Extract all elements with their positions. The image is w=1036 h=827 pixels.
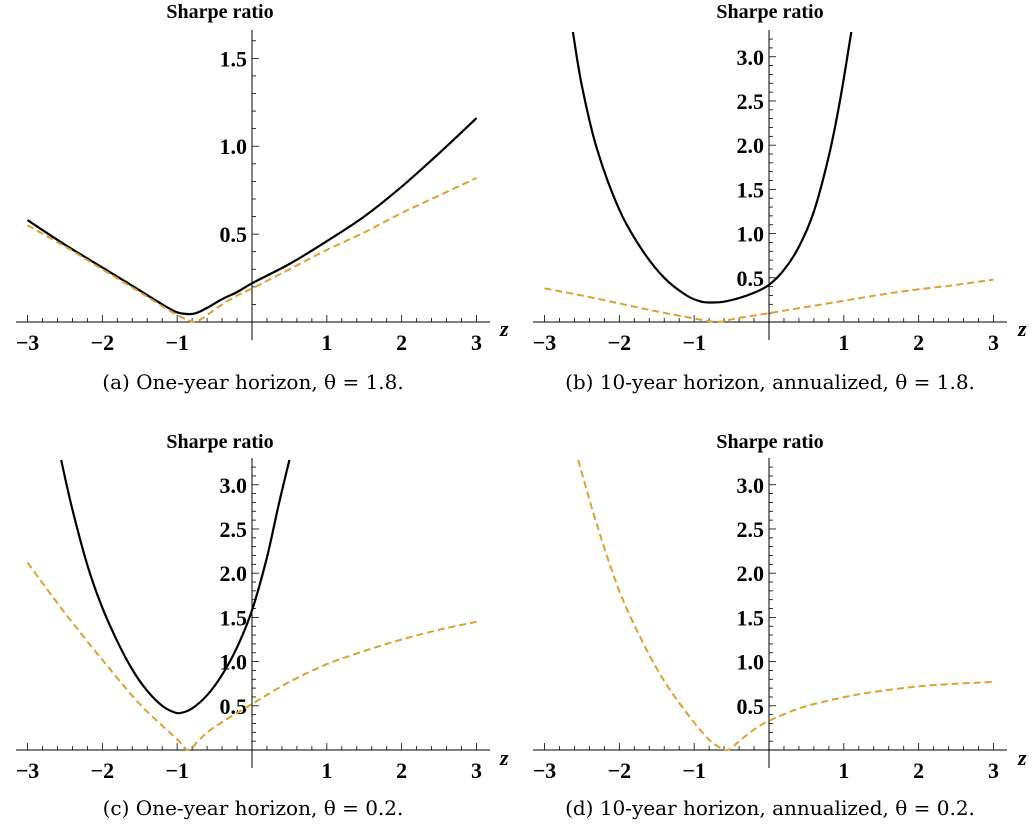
panel-a-x-tick-label: −2 <box>91 330 115 355</box>
panel-d-title: Sharpe ratio <box>716 431 823 453</box>
panel-a-series-dashed-line <box>27 176 477 324</box>
panel-b-x-tick-label: 2 <box>913 330 924 355</box>
panel-d-caption: (d) 10-year horizon, annualized, θ = 0.2… <box>565 796 975 820</box>
panel-d-y-tick-label: 0.5 <box>737 694 765 719</box>
panel-c-y-tick-label: 2.0 <box>220 561 248 586</box>
panel-c-x-axis-name: z <box>499 745 509 770</box>
panel-a-x-axis-name: z <box>499 316 509 341</box>
panel-a-series-solid-line <box>26 117 478 316</box>
panel-c-series-dashed-line <box>26 562 477 752</box>
panel-c-y-tick-label: 1.5 <box>220 605 248 630</box>
panel-d-series-dashed-line <box>577 459 994 752</box>
panel-d-x-tick-label: −2 <box>608 758 632 783</box>
panel-a-y-tick-label: 1.5 <box>220 46 248 71</box>
panel-b: Sharpe ratio z (b) 10-year horizon, annu… <box>533 1 1027 394</box>
panel-c-x-tick-label: 2 <box>396 758 407 783</box>
panel-b-caption: (b) 10-year horizon, annualized, θ = 1.8… <box>565 370 975 394</box>
panel-b-x-tick-label: −3 <box>533 330 557 355</box>
panel-d-x-tick-label: 3 <box>988 758 999 783</box>
panel-a: Sharpe ratio z (a) One-year horizon, θ =… <box>16 1 509 394</box>
panel-b-x-tick-label: −2 <box>608 330 632 355</box>
panel-b-y-tick-label: 1.5 <box>737 177 765 202</box>
panel-d-y-tick-label: 1.5 <box>737 605 765 630</box>
panel-c-title: Sharpe ratio <box>166 431 273 453</box>
panel-b-y-tick-label: 1.0 <box>737 222 765 247</box>
panel-d-x-axis-name: z <box>1017 745 1027 770</box>
panel-d-x-tick-label: 2 <box>913 758 924 783</box>
panel-a-x-tick-label: 3 <box>471 330 482 355</box>
panel-a-y-tick-label: 1.0 <box>220 134 248 159</box>
panel-d-x-tick-label: −3 <box>533 758 557 783</box>
panel-b-y-tick-label: 2.0 <box>737 133 765 158</box>
panel-b-series-solid-line <box>571 31 853 304</box>
panel-b-x-tick-label: 1 <box>838 330 849 355</box>
panel-d: Sharpe ratio z (d) 10-year horizon, annu… <box>533 431 1027 820</box>
panel-a-x-tick-label: −1 <box>165 330 189 355</box>
panel-a-caption: (a) One-year horizon, θ = 1.8. <box>102 370 403 394</box>
panel-b-title: Sharpe ratio <box>716 1 823 23</box>
panel-b-y-tick-label: 2.5 <box>737 89 765 114</box>
panel-b-y-tick-label: 3.0 <box>737 45 765 70</box>
panel-c-caption: (c) One-year horizon, θ = 0.2. <box>103 796 404 820</box>
panel-c-y-tick-label: 2.5 <box>220 517 248 542</box>
panel-c-x-tick-label: −2 <box>91 758 115 783</box>
panel-b-series-dashed-line <box>544 278 994 324</box>
panel-a-title: Sharpe ratio <box>166 1 273 23</box>
panel-d-y-tick-label: 2.5 <box>737 517 765 542</box>
panel-d-y-tick-label: 3.0 <box>737 473 765 498</box>
panel-d-y-tick-label: 2.0 <box>737 561 765 586</box>
panel-a-x-tick-label: 1 <box>321 330 332 355</box>
panel-a-y-tick-label: 0.5 <box>220 222 248 247</box>
panel-b-x-tick-label: 3 <box>988 330 999 355</box>
panel-c-series-solid-line <box>60 459 291 715</box>
panel-a-x-tick-label: −3 <box>16 330 40 355</box>
panel-b-x-axis-name: z <box>1017 316 1027 341</box>
panel-c-x-tick-label: 3 <box>471 758 482 783</box>
panel-b-y-tick-label: 0.5 <box>737 266 765 291</box>
panel-c-x-tick-label: −3 <box>16 758 40 783</box>
panel-d-x-tick-label: −1 <box>682 758 706 783</box>
panel-d-y-tick-label: 1.0 <box>737 650 765 675</box>
panel-c-y-tick-label: 0.5 <box>220 694 248 719</box>
panel-c: Sharpe ratio z (c) One-year horizon, θ =… <box>16 431 509 820</box>
panel-c-x-tick-label: −1 <box>165 758 189 783</box>
panel-a-x-tick-label: 2 <box>396 330 407 355</box>
panel-c-x-tick-label: 1 <box>321 758 332 783</box>
panel-c-y-tick-label: 3.0 <box>220 473 248 498</box>
panel-d-x-tick-label: 1 <box>838 758 849 783</box>
panel-b-x-tick-label: −1 <box>682 330 706 355</box>
